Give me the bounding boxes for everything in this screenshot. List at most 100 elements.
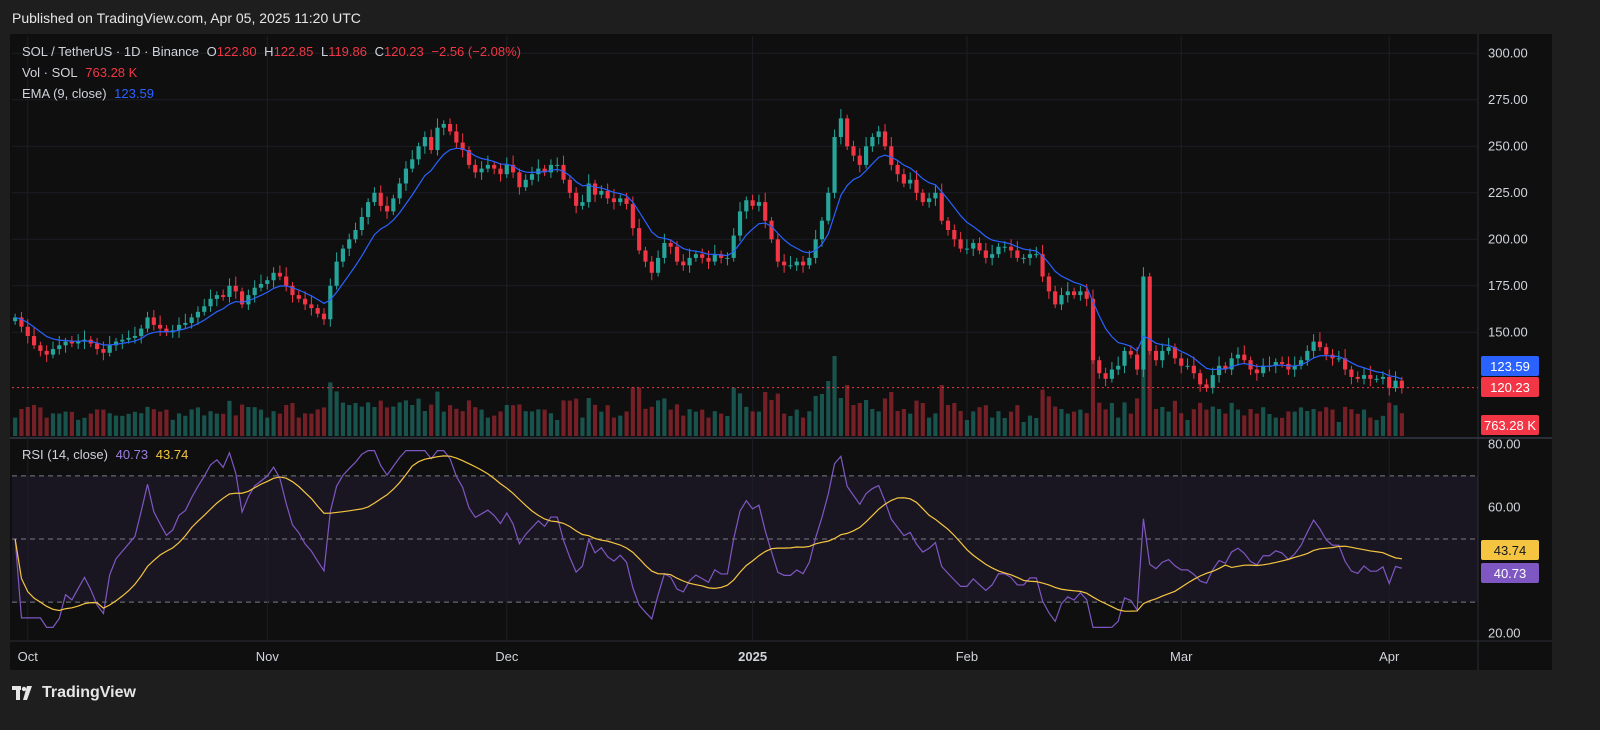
volume-bar	[939, 385, 944, 436]
volume-bar	[1160, 407, 1165, 436]
volume-bar	[782, 413, 787, 436]
candle-body	[252, 287, 257, 296]
candle-body	[321, 313, 327, 320]
candle-body	[95, 343, 100, 350]
close-label: C	[374, 44, 384, 59]
volume-bar	[1135, 398, 1140, 436]
volume-bar	[391, 406, 396, 436]
volume-bar	[239, 404, 245, 436]
volume-bar	[712, 411, 717, 436]
volume-bar	[50, 413, 56, 436]
candle-body	[756, 202, 762, 206]
candle-body	[737, 211, 743, 236]
volume-bar	[258, 409, 264, 436]
price-tick-label: 175.00	[1488, 278, 1528, 293]
candle-body	[1324, 347, 1329, 355]
candle-body	[819, 220, 825, 240]
candle-body	[1349, 369, 1354, 377]
volume-bar	[1235, 409, 1241, 436]
volume-bar	[233, 415, 238, 436]
volume-bar	[977, 407, 982, 436]
candle-body	[334, 261, 339, 286]
candle-body	[1280, 362, 1285, 364]
candle-body	[990, 254, 995, 258]
candle-body	[1053, 291, 1058, 305]
volume-bar	[252, 407, 257, 436]
candle-body	[460, 142, 465, 151]
price-tick-label: 150.00	[1488, 324, 1528, 339]
candle-body	[1242, 354, 1247, 361]
volume-bar	[567, 400, 572, 436]
rsi-value: 40.73	[115, 447, 149, 462]
candle-body	[1002, 246, 1007, 248]
volume-badge: 763.28 K	[1481, 415, 1539, 435]
candle-body	[586, 183, 591, 203]
candle-body	[1286, 363, 1291, 370]
candle-body	[214, 295, 219, 299]
candle-body	[838, 118, 843, 137]
candle-body	[126, 337, 131, 340]
candle-body	[221, 295, 226, 297]
rsi-ma-badge: 43.74	[1481, 540, 1539, 560]
candle-body	[429, 137, 434, 151]
volume-bar	[158, 411, 163, 436]
candle-body	[422, 137, 427, 147]
volume-bar	[57, 413, 62, 436]
rsi-ma-badge-text: 43.74	[1494, 543, 1527, 558]
candle-body	[662, 243, 667, 258]
volume-bar	[750, 411, 755, 436]
volume-bar	[1116, 417, 1121, 436]
volume-bar	[895, 411, 900, 436]
candle-body	[927, 198, 932, 203]
brand-name: TradingView	[42, 684, 136, 701]
candle-body	[195, 311, 201, 318]
candle-body	[1147, 276, 1152, 351]
volume-bar	[1355, 413, 1360, 436]
volume-bar	[1034, 418, 1039, 436]
volume-bar	[1387, 402, 1392, 436]
candle-body	[555, 164, 560, 166]
volume-bar	[492, 415, 497, 436]
candle-body	[271, 272, 276, 281]
volume-bar	[624, 411, 629, 436]
volume-bar	[693, 411, 698, 436]
volume-bar	[120, 415, 125, 436]
volume-bar	[1229, 402, 1234, 436]
volume-bar	[1204, 409, 1209, 436]
top-bar: Published on TradingView.com, Apr 05, 20…	[0, 0, 1600, 34]
volume-bar	[164, 409, 169, 436]
volume-value: 763.28 K	[85, 65, 138, 80]
time-tick-label: Mar	[1170, 649, 1193, 664]
volume-bar	[863, 400, 869, 436]
candle-body	[38, 345, 43, 351]
volume-bar	[366, 402, 371, 436]
candle-body	[1317, 341, 1322, 348]
volume-badge-bg	[1481, 415, 1539, 435]
ema-legend: EMA (9, close) 123.59	[22, 86, 158, 101]
candle-body	[63, 341, 68, 346]
candle-body	[548, 164, 554, 173]
candle-body	[410, 159, 415, 169]
candle-body	[378, 192, 383, 206]
rsi-line	[14, 450, 1403, 628]
volume-bar	[416, 398, 421, 436]
volume-bar	[788, 416, 793, 436]
volume-bar	[1198, 402, 1203, 436]
volume-bar	[1015, 405, 1020, 436]
volume-bar	[826, 381, 831, 436]
volume-bar	[1185, 420, 1190, 436]
time-tick-label: Oct	[18, 649, 39, 664]
candle-body	[208, 298, 213, 307]
volume-bar	[176, 413, 182, 436]
candle-body	[1393, 380, 1398, 389]
ema-label: EMA (9, close)	[22, 86, 107, 101]
volume-bar	[990, 417, 995, 436]
volume-bar	[536, 409, 541, 436]
time-tick-label: Feb	[956, 649, 978, 664]
candle-body	[567, 179, 572, 193]
candle-body	[901, 174, 906, 184]
volume-bar	[1002, 418, 1007, 436]
volume-bar	[460, 411, 465, 436]
volume-bar	[1254, 413, 1259, 436]
